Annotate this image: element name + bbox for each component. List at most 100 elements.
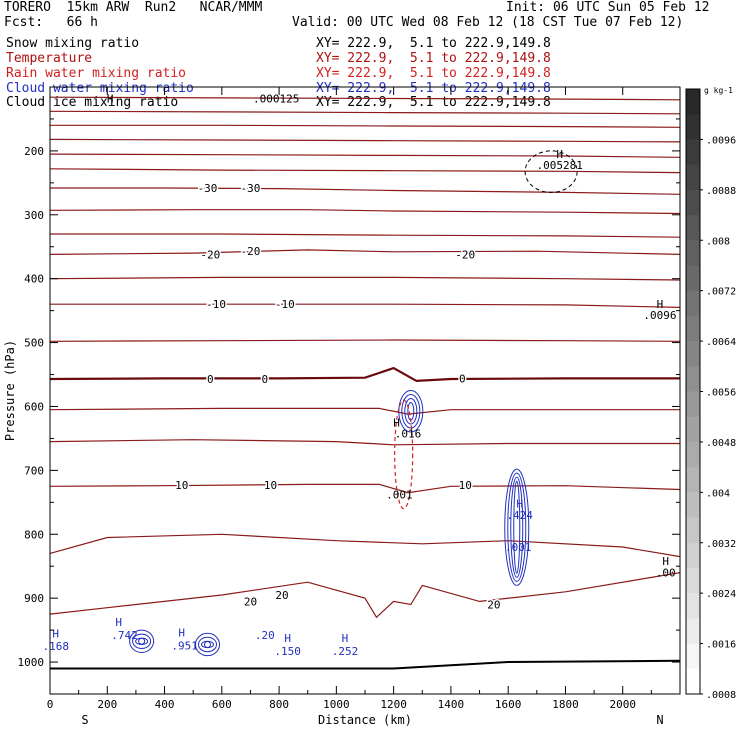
- extremum-label: H: [284, 632, 291, 645]
- isotherm-label: 20: [244, 595, 257, 608]
- colorbar-cell: [686, 139, 700, 166]
- colorbar-cell: [686, 215, 700, 241]
- colorbar-cell: [686, 290, 700, 317]
- isotherm-label: -10: [275, 298, 295, 311]
- extremum-label: H: [107, 93, 114, 106]
- legend-name-snow: Snow mixing ratio: [6, 36, 140, 51]
- cloud-water-contour: [129, 629, 155, 653]
- cloud-water-contour: [510, 476, 524, 578]
- x-tick-label: 2000: [609, 698, 636, 711]
- colorbar-unit: g kg-1: [704, 86, 733, 95]
- legend-xy-snow: XY= 222.9, 5.1 to 222.9,149.8: [316, 36, 551, 51]
- y-tick-label: 900: [24, 592, 44, 605]
- colorbar-cell: [686, 668, 700, 695]
- colorbar-label: .0064: [706, 337, 736, 348]
- legend-xy-rain: XY= 222.9, 5.1 to 222.9,149.8: [316, 66, 551, 81]
- x-tick-label: 800: [269, 698, 289, 711]
- extremum-label: .20: [255, 629, 275, 642]
- extremum-label: .168: [42, 640, 69, 653]
- cloud-water-contour: [201, 640, 214, 649]
- isotherm-label: 10: [264, 479, 277, 492]
- colorbar-cell: [686, 114, 700, 140]
- y-tick-label: 800: [24, 528, 44, 541]
- isotherm-label: 10: [175, 479, 188, 492]
- extremum-label: H: [657, 298, 664, 311]
- valid-time: Valid: 00 UTC Wed 08 Feb 12 (18 CST Tue …: [292, 15, 684, 30]
- colorbar-cell: [686, 441, 700, 468]
- cloud-water-contour: [504, 468, 530, 586]
- isotherm-line: [49, 407, 680, 415]
- legend-xy-cloud-water: XY= 222.9, 5.1 to 222.9,149.8: [316, 81, 551, 96]
- legend-xy-temperature: XY= 222.9, 5.1 to 222.9,149.8: [316, 51, 551, 66]
- isotherm-line: [50, 124, 681, 128]
- colorbar-label: .0056: [706, 388, 736, 399]
- isotherm-line: [49, 276, 681, 281]
- colorbar-cell: [686, 492, 700, 519]
- y-tick-label: 600: [24, 400, 44, 413]
- colorbar-cell: [686, 315, 700, 342]
- extremum-label: H: [115, 616, 122, 629]
- colorbar-cell: [686, 366, 700, 392]
- colorbar-cell: [686, 618, 700, 645]
- x-axis-title: Distance (km): [318, 713, 412, 727]
- x-tick-label: 1400: [438, 698, 465, 711]
- colorbar: .0096 .0088 .008 .0072 .0064 .0056 .0048 .004 .0…: [685, 86, 736, 701]
- cloud-water-contour: [198, 636, 217, 653]
- extremum-label: .00: [656, 567, 676, 580]
- extremum-label: .424: [506, 509, 533, 522]
- cloud-water-contour: [407, 402, 415, 421]
- extremum-label: H: [52, 627, 59, 640]
- colorbar-cell: [686, 542, 700, 569]
- legend-name-temperature: Temperature: [6, 51, 93, 66]
- north-label: N: [656, 713, 663, 727]
- extremum-label: .000125: [253, 93, 299, 106]
- colorbar-cell: [686, 517, 700, 544]
- isotherm-label: -10: [206, 298, 226, 311]
- isotherm-line: [49, 366, 680, 383]
- extremum-label: .001: [386, 489, 413, 502]
- extremum-label: .742: [111, 629, 138, 642]
- y-tick-label: 300: [24, 209, 44, 222]
- extremum-label: .150: [274, 645, 301, 658]
- cloud-water-contour: [507, 472, 527, 582]
- isotherm-line: [49, 209, 681, 215]
- isotherm-label: -20: [455, 248, 475, 261]
- colorbar-label: .0072: [706, 287, 736, 298]
- cloud-water-contour: [398, 390, 424, 433]
- isotherm-line: [49, 168, 681, 174]
- x-tick-label: 0: [47, 698, 54, 711]
- legend-name-rain: Rain water mixing ratio: [6, 66, 187, 81]
- isotherm-line: [49, 339, 681, 342]
- cloud-water-contour: [138, 637, 146, 645]
- colorbar-cell: [686, 89, 700, 115]
- colorbar-label: .0088: [706, 186, 736, 197]
- colorbar-cell: [686, 567, 700, 594]
- forecast-hour: Fcst: 66 h: [4, 15, 98, 30]
- cloud-water-contour: [132, 633, 152, 649]
- isotherm-label: -30: [198, 182, 218, 195]
- cloud-water-contour: [195, 632, 220, 657]
- colorbar-cell: [686, 593, 700, 619]
- colorbar-label: .0048: [706, 438, 736, 449]
- rain-contour: [394, 399, 414, 510]
- extremum-label: .005281: [537, 159, 583, 172]
- isotherm-line: [50, 233, 681, 238]
- colorbar-label: .0096: [706, 135, 736, 146]
- snow-contour: [524, 150, 578, 193]
- colorbar-cell: [686, 164, 700, 191]
- terrain-line: [50, 659, 681, 670]
- isotherm-label: -30: [241, 182, 261, 195]
- colorbar-cell: [686, 240, 700, 266]
- colorbar-cell: [686, 189, 700, 216]
- x-tick-label: 200: [97, 698, 117, 711]
- colorbar-cell: [686, 467, 700, 493]
- extremum-label: H: [342, 632, 349, 645]
- isotherm-line: [49, 138, 681, 143]
- isotherm-line: [50, 303, 681, 308]
- colorbar-cell: [686, 391, 700, 418]
- isotherm-label: -20: [241, 245, 261, 258]
- isotherm-line: [49, 96, 681, 101]
